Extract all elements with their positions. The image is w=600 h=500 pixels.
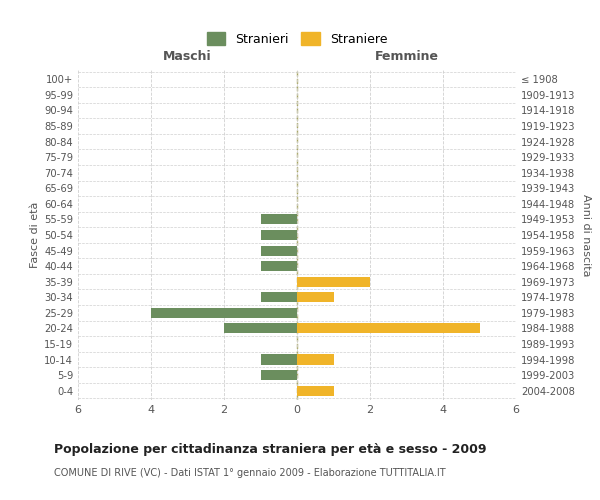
Bar (260, 261, 297, 271)
Bar (260, 246, 297, 256)
Bar (260, 230, 297, 240)
Bar (297, 324, 479, 334)
Y-axis label: Fasce di età: Fasce di età (30, 202, 40, 268)
Bar (297, 292, 334, 302)
Bar (297, 386, 334, 396)
Legend: Stranieri, Straniere: Stranieri, Straniere (202, 27, 392, 50)
Bar (260, 370, 297, 380)
Bar (224, 324, 297, 334)
Bar (260, 292, 297, 302)
Bar (151, 308, 297, 318)
Bar (260, 354, 297, 364)
Y-axis label: Anni di nascita: Anni di nascita (581, 194, 591, 276)
Text: Femmine: Femmine (374, 50, 439, 64)
Text: Popolazione per cittadinanza straniera per età e sesso - 2009: Popolazione per cittadinanza straniera p… (54, 442, 487, 456)
Text: Maschi: Maschi (163, 50, 212, 64)
Bar (260, 214, 297, 224)
Bar (297, 276, 370, 287)
Bar (297, 354, 334, 364)
Text: COMUNE DI RIVE (VC) - Dati ISTAT 1° gennaio 2009 - Elaborazione TUTTITALIA.IT: COMUNE DI RIVE (VC) - Dati ISTAT 1° genn… (54, 468, 446, 477)
